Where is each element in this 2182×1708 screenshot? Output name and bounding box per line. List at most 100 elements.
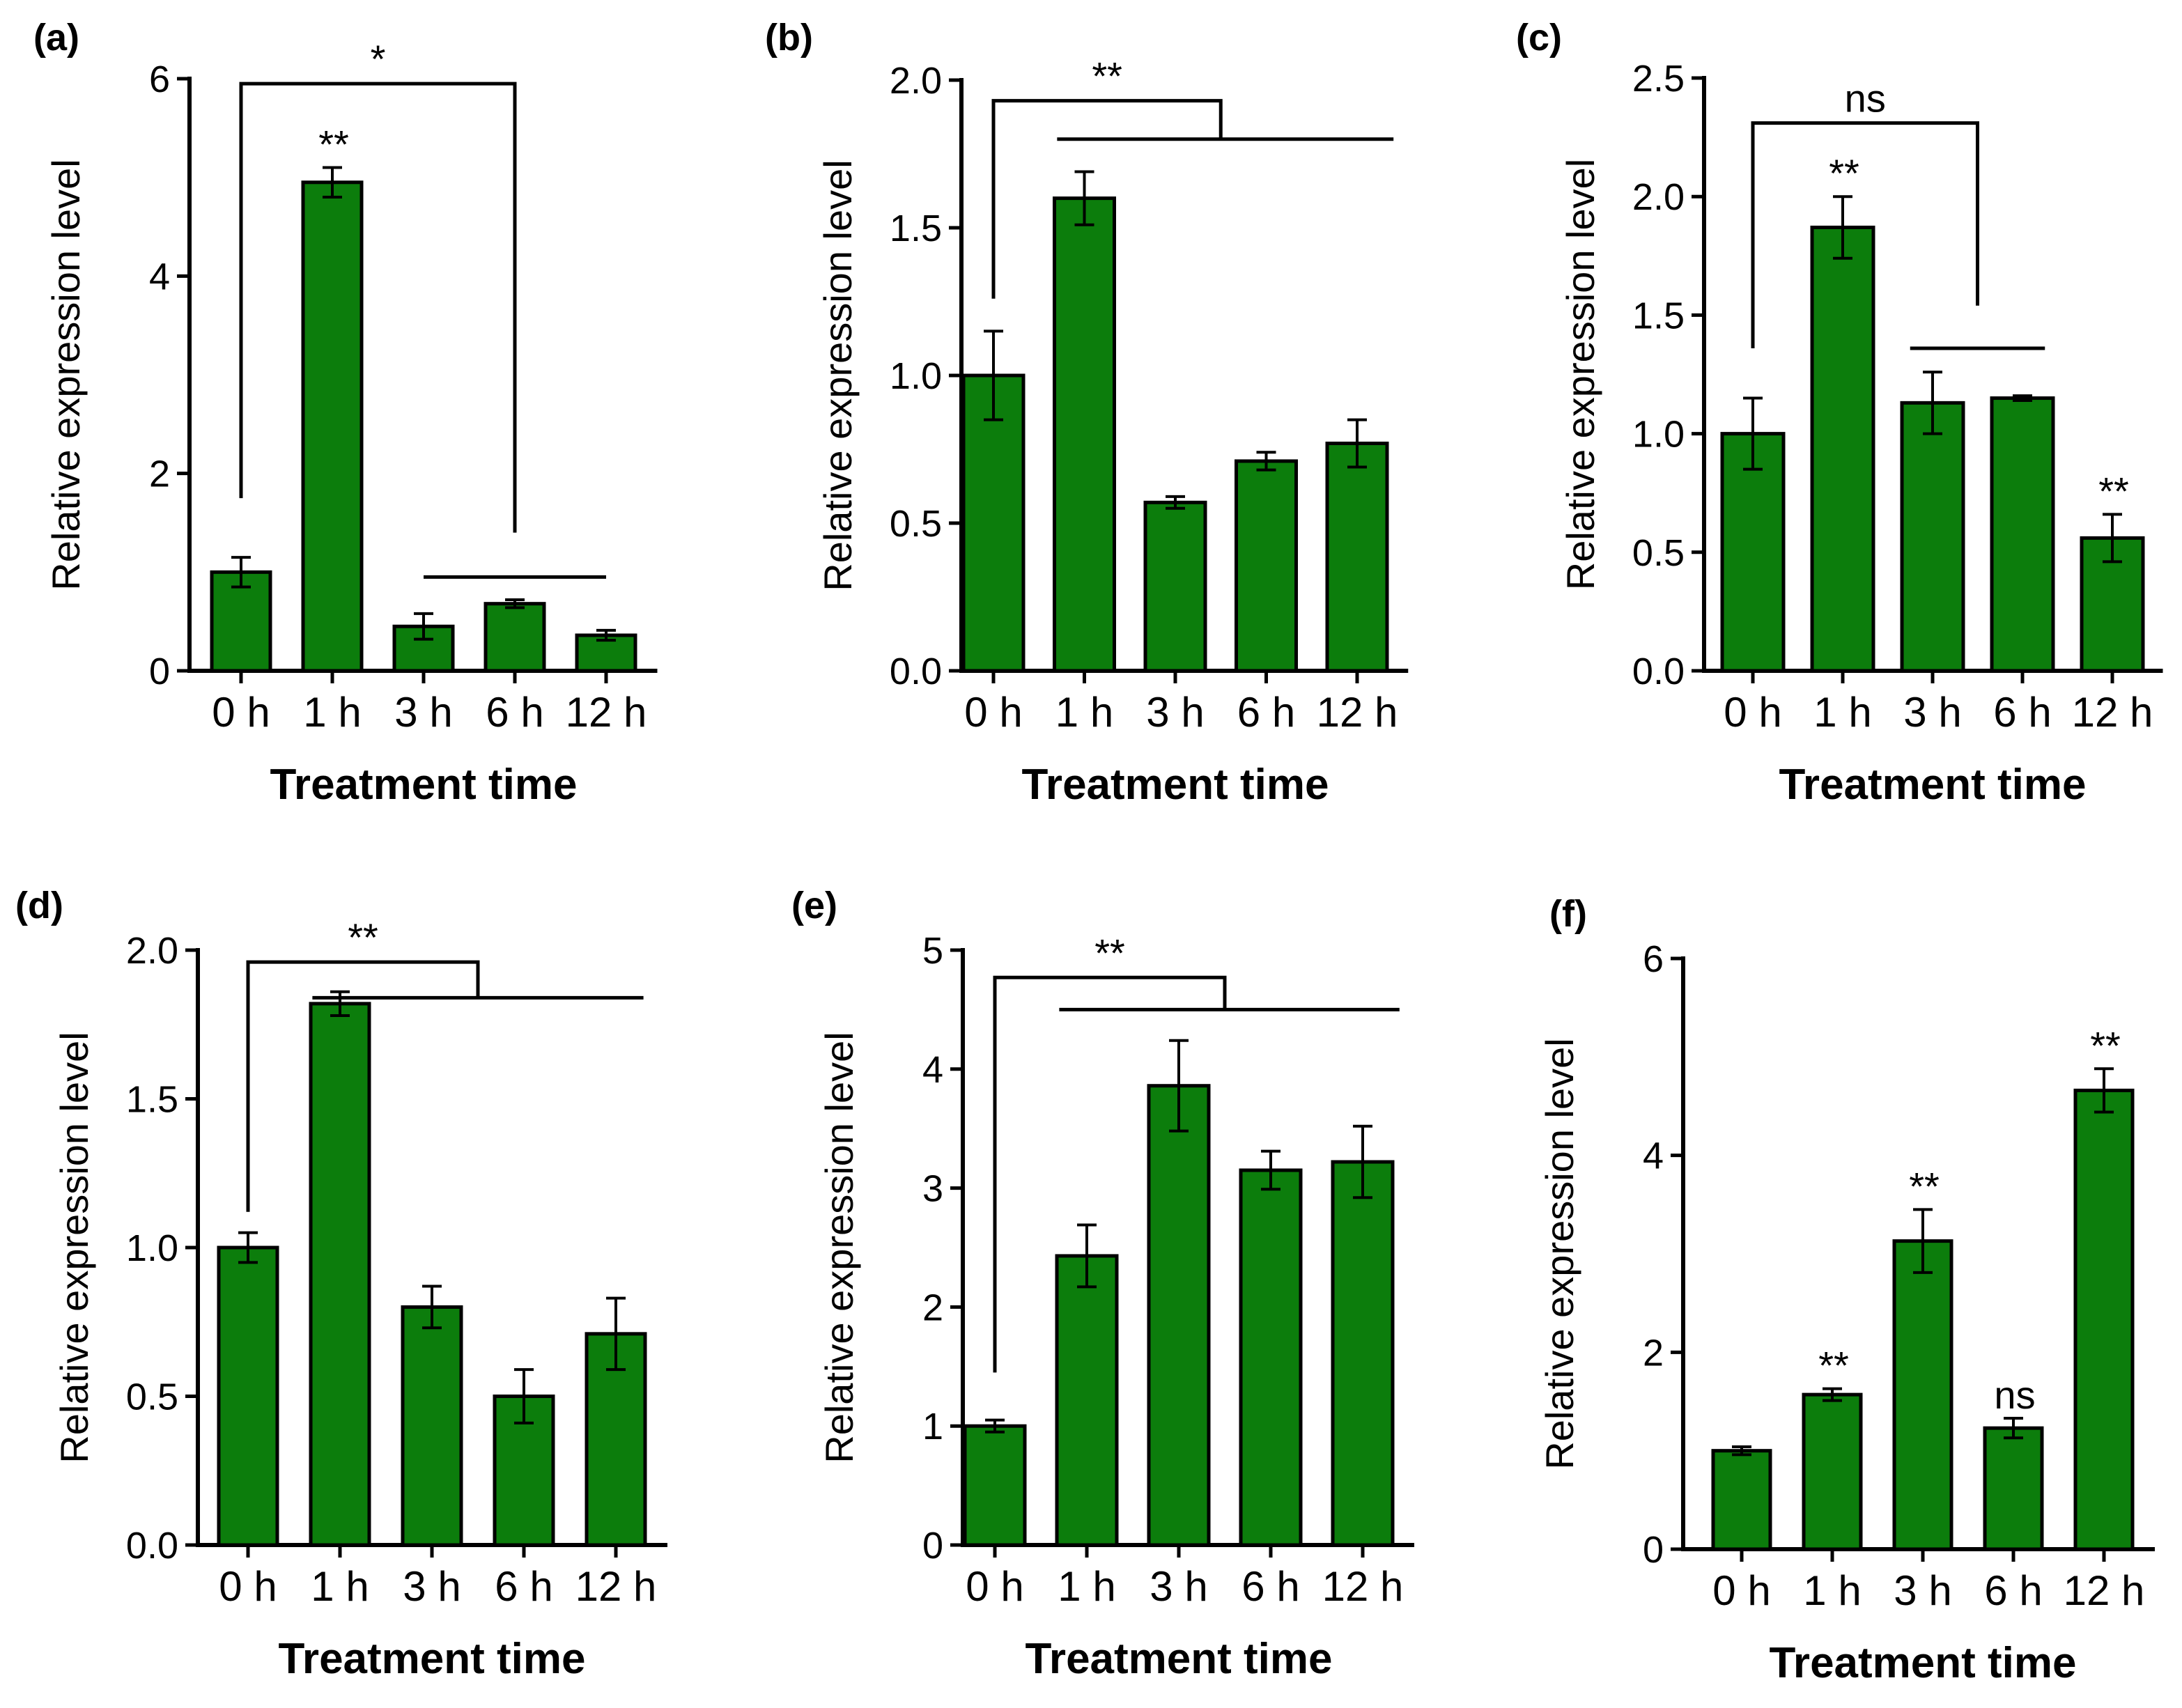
bracket-significance-label: ** — [348, 915, 378, 959]
chart-panel-e: (e) 0 1 2 3 4 5 0 h 1 h 3 h 6 h 12 h ** Relative expr… — [791, 885, 1414, 1683]
panel-label: (c) — [1516, 17, 1562, 59]
y-tick-label: 6 — [1643, 938, 1664, 980]
x-tick-label: 6 h — [495, 1563, 552, 1610]
chart-panel-f: (f) 0 2 4 6 0 h 1 h 3 h 6 h 12 h ** ** ns ** Relative … — [1538, 893, 2155, 1687]
bar — [483, 602, 546, 673]
y-axis-title: Relative expression level — [1558, 159, 1602, 590]
y-tick-label: 0.5 — [1632, 532, 1685, 574]
x-tick-label: 0 h — [1724, 689, 1781, 736]
bar — [1053, 196, 1116, 673]
significance-label: ** — [2098, 469, 2129, 513]
x-tick-label: 6 h — [1984, 1567, 2042, 1614]
y-tick-label: 0 — [149, 651, 170, 692]
x-tick-label: 3 h — [1903, 689, 1961, 736]
x-tick-label: 3 h — [403, 1563, 461, 1610]
bar — [1143, 500, 1207, 673]
y-tick-label: 3 — [922, 1168, 943, 1210]
y-axis-title: Relative expression level — [1538, 1038, 1581, 1469]
chart-panel-d: (d) 0.0 0.5 1.0 1.5 2.0 0 h 1 h 3 h 6 h 12 h ** Rela… — [15, 885, 667, 1683]
y-tick-label: 4 — [922, 1049, 943, 1091]
comparison-bracket — [993, 975, 1227, 1373]
y-tick-label: 6 — [149, 59, 170, 100]
bracket-significance-label: * — [371, 37, 386, 81]
y-tick-label: 2 — [149, 453, 170, 495]
bar — [1055, 1254, 1119, 1547]
bar — [1331, 1160, 1395, 1547]
x-tick-label: 6 h — [1241, 1563, 1299, 1610]
x-axis-title: Treatment time — [278, 1635, 585, 1683]
y-tick-label: 5 — [922, 930, 943, 972]
bar — [1239, 1168, 1303, 1547]
bar — [1802, 1392, 1863, 1551]
x-tick-label: 0 h — [219, 1563, 277, 1610]
bar — [963, 1424, 1027, 1547]
y-tick-label: 0.5 — [890, 503, 942, 545]
x-tick-label: 1 h — [1813, 689, 1871, 736]
x-axis-title: Treatment time — [270, 761, 577, 809]
panel-label: (f) — [1549, 893, 1587, 935]
significance-label: ** — [318, 123, 349, 166]
bar — [1235, 459, 1298, 673]
x-tick-label: 0 h — [964, 689, 1022, 736]
x-tick-label: 12 h — [566, 689, 647, 736]
x-tick-label: 6 h — [1993, 689, 2051, 736]
y-tick-label: 2.5 — [1632, 58, 1685, 100]
significance-label: ** — [2090, 1023, 2121, 1067]
y-tick-label: 1.0 — [890, 355, 942, 397]
bar — [1711, 1449, 1772, 1551]
y-tick-label: 0.5 — [126, 1376, 178, 1418]
x-tick-label: 3 h — [1150, 1563, 1207, 1610]
y-tick-label: 0.0 — [1632, 651, 1685, 692]
x-tick-label: 12 h — [2072, 689, 2153, 736]
y-axis-title: Relative expression level — [52, 1032, 96, 1463]
significance-label: ** — [1909, 1164, 1940, 1208]
x-tick-label: 1 h — [303, 689, 361, 736]
y-tick-label: 1.5 — [126, 1079, 178, 1121]
y-tick-label: 4 — [1643, 1135, 1664, 1177]
y-tick-label: 2 — [922, 1287, 943, 1328]
bar — [1990, 396, 2055, 673]
bar — [961, 373, 1026, 673]
comparison-bracket — [246, 960, 480, 1212]
y-axis-title: Relative expression level — [817, 1032, 861, 1463]
bar — [1720, 432, 1786, 673]
x-axis-title: Treatment time — [1779, 761, 2086, 809]
y-tick-label: 0 — [1643, 1529, 1664, 1571]
y-tick-label: 1 — [922, 1406, 943, 1447]
chart-panel-b: (b) 0.0 0.5 1.0 1.5 2.0 0 h 1 h 3 h 6 h 12 h ** Rela… — [765, 17, 1409, 809]
y-axis-title: Relative expression level — [44, 159, 88, 590]
panel-label: (e) — [791, 885, 837, 926]
x-axis-title: Treatment time — [1769, 1639, 2076, 1687]
bracket-significance-label: ** — [1094, 931, 1125, 975]
x-tick-label: 1 h — [1058, 1563, 1115, 1610]
bar — [301, 180, 364, 673]
x-axis-title: Treatment time — [1021, 761, 1329, 809]
y-tick-label: 1.5 — [1632, 295, 1685, 336]
x-tick-label: 1 h — [311, 1563, 369, 1610]
bracket-significance-label: ns — [1845, 77, 1886, 121]
y-tick-label: 1.0 — [1632, 414, 1685, 456]
bar — [1900, 401, 1965, 673]
x-tick-label: 0 h — [966, 1563, 1023, 1610]
bar — [217, 1245, 279, 1547]
panel-label: (b) — [765, 17, 813, 59]
x-tick-label: 3 h — [1146, 689, 1204, 736]
comparison-bracket — [1751, 121, 1979, 349]
bar — [1810, 225, 1875, 673]
x-tick-label: 3 h — [394, 689, 452, 736]
y-tick-label: 2 — [1643, 1332, 1664, 1374]
bracket-significance-label: ** — [1092, 54, 1122, 98]
panel-label: (d) — [15, 885, 63, 926]
x-tick-label: 12 h — [1322, 1563, 1404, 1610]
x-tick-label: 0 h — [1712, 1567, 1770, 1614]
comparison-bracket — [991, 99, 1223, 299]
x-tick-label: 6 h — [486, 689, 543, 736]
y-tick-label: 2.0 — [126, 930, 178, 972]
bar — [1892, 1239, 1953, 1551]
x-tick-label: 1 h — [1803, 1567, 1861, 1614]
y-tick-label: 1.0 — [126, 1227, 178, 1269]
x-axis-title: Treatment time — [1025, 1635, 1332, 1683]
y-tick-label: 0.0 — [126, 1525, 178, 1567]
